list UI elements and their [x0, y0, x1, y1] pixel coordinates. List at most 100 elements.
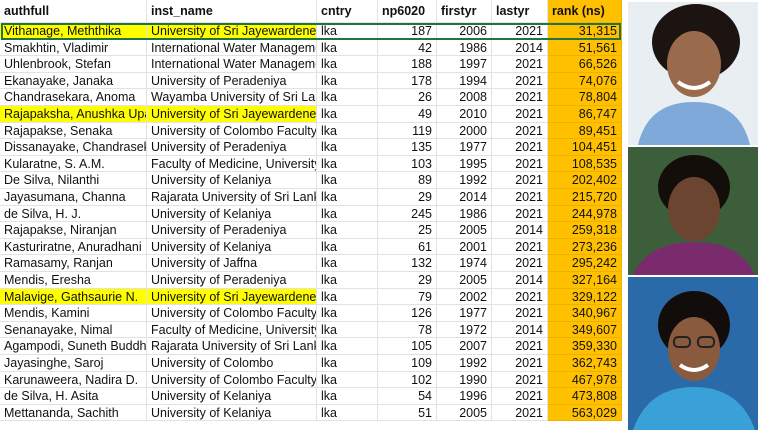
- table-cell: University of Colombo Faculty o: [147, 305, 317, 322]
- table-cell: 54: [378, 388, 437, 405]
- table-cell: 2008: [437, 89, 492, 106]
- table-cell: 244,978: [548, 205, 622, 223]
- table-cell: Mettananda, Sachith: [0, 404, 147, 422]
- table-cell: Jayasumana, Channa: [0, 189, 147, 206]
- table-cell: University of Kelaniya: [147, 404, 317, 422]
- table-cell: 1977: [437, 139, 492, 156]
- table-cell: 2014: [492, 222, 548, 239]
- table-cell: University of Peradeniya: [147, 272, 317, 289]
- table-cell: 178: [378, 72, 437, 90]
- table-cell: lka: [317, 388, 378, 405]
- table-cell: Uhlenbrook, Stefan: [0, 56, 147, 73]
- table-cell: 2007: [437, 338, 492, 355]
- table-cell: 104,451: [548, 139, 622, 156]
- table-cell: 349,607: [548, 321, 622, 339]
- table-cell: 2000: [437, 122, 492, 140]
- table-cell: Kularatne, S. A.M.: [0, 155, 147, 173]
- table-cell: 86,747: [548, 106, 622, 123]
- table-cell: 119: [378, 122, 437, 140]
- table-cell: 2005: [437, 272, 492, 289]
- table-cell: 2021: [492, 205, 548, 223]
- table-cell: Dissanayake, Chandraseka: [0, 139, 147, 156]
- table-cell: 295,242: [548, 255, 622, 272]
- table-cell: 1992: [437, 172, 492, 189]
- table-cell: University of Sri Jayewardenepu: [147, 106, 317, 123]
- table-cell: 29: [378, 272, 437, 289]
- table-cell: University of Kelaniya: [147, 172, 317, 189]
- table-cell: 1974: [437, 255, 492, 272]
- table-cell: 132: [378, 255, 437, 272]
- table-cell: University of Kelaniya: [147, 238, 317, 256]
- table-cell: International Water Manageme: [147, 56, 317, 73]
- table-cell: 467,978: [548, 371, 622, 389]
- table-cell: lka: [317, 355, 378, 372]
- table-cell: University of Kelaniya: [147, 388, 317, 405]
- table-cell: lka: [317, 89, 378, 106]
- table-cell: De Silva, Nilanthi: [0, 172, 147, 189]
- table-cell: 2002: [437, 288, 492, 306]
- table-cell: Jayasinghe, Saroj: [0, 355, 147, 372]
- table-cell: Chandrasekara, Anoma: [0, 89, 147, 106]
- table-cell: 2021: [492, 404, 548, 422]
- table-cell: Kasturiratne, Anuradhani: [0, 238, 147, 256]
- table-cell: University of Jaffna: [147, 255, 317, 272]
- table-cell: 329,122: [548, 288, 622, 306]
- table-cell: 1990: [437, 371, 492, 389]
- table-cell: lka: [317, 272, 378, 289]
- table-cell: 327,164: [548, 272, 622, 289]
- table-cell: 1986: [437, 39, 492, 57]
- table-cell: Smakhtin, Vladimir: [0, 39, 147, 57]
- table-cell: lka: [317, 321, 378, 339]
- table-cell: Mendis, Kamini: [0, 305, 147, 322]
- table-cell: 2021: [492, 172, 548, 189]
- table-cell: 42: [378, 39, 437, 57]
- table-cell: 66,526: [548, 56, 622, 73]
- table-cell: University of Colombo Faculty o: [147, 122, 317, 140]
- table-cell: 340,967: [548, 305, 622, 322]
- table-cell: 2021: [492, 23, 548, 40]
- table-cell: 215,720: [548, 189, 622, 206]
- table-cell: 563,029: [548, 404, 622, 422]
- table-cell: 79: [378, 288, 437, 306]
- photo: [628, 147, 758, 275]
- table-cell: de Silva, H. J.: [0, 205, 147, 223]
- table-cell: Ekanayake, Janaka: [0, 72, 147, 90]
- photo: [628, 2, 758, 145]
- table-cell: University of Sri Jayewardenepu: [147, 288, 317, 306]
- table-cell: 473,808: [548, 388, 622, 405]
- table-cell: 126: [378, 305, 437, 322]
- table-cell: lka: [317, 172, 378, 189]
- table-cell: 51: [378, 404, 437, 422]
- table-cell: 1992: [437, 355, 492, 372]
- table-cell: lka: [317, 205, 378, 223]
- table-cell: lka: [317, 338, 378, 355]
- table-cell: 1995: [437, 155, 492, 173]
- table-cell: lka: [317, 23, 378, 40]
- table-cell: Rajapakse, Senaka: [0, 122, 147, 140]
- table-cell: 2021: [492, 72, 548, 90]
- table-cell: 1977: [437, 305, 492, 322]
- table-cell: lka: [317, 238, 378, 256]
- table-cell: 2021: [492, 305, 548, 322]
- table-cell: International Water Manageme: [147, 39, 317, 57]
- table-cell: University of Peradeniya: [147, 72, 317, 90]
- table-cell: Wayamba University of Sri Lank: [147, 89, 317, 106]
- table-cell: 51,561: [548, 39, 622, 57]
- column-header: np6020: [378, 0, 437, 23]
- table-cell: 2014: [437, 189, 492, 206]
- table-cell: University of Sri Jayewardenepu: [147, 23, 317, 40]
- column-header: firstyr: [437, 0, 492, 23]
- column-header: rank (ns): [548, 0, 622, 23]
- column-header: cntry: [317, 0, 378, 23]
- table-cell: 1972: [437, 321, 492, 339]
- table-cell: University of Peradeniya: [147, 222, 317, 239]
- table-cell: lka: [317, 72, 378, 90]
- table-cell: 25: [378, 222, 437, 239]
- table-cell: 259,318: [548, 222, 622, 239]
- table-cell: 2021: [492, 288, 548, 306]
- table-cell: Rajapaksha, Anushka Upar: [0, 106, 147, 123]
- table-cell: 26: [378, 89, 437, 106]
- table-cell: 78,804: [548, 89, 622, 106]
- table-cell: 2021: [492, 56, 548, 73]
